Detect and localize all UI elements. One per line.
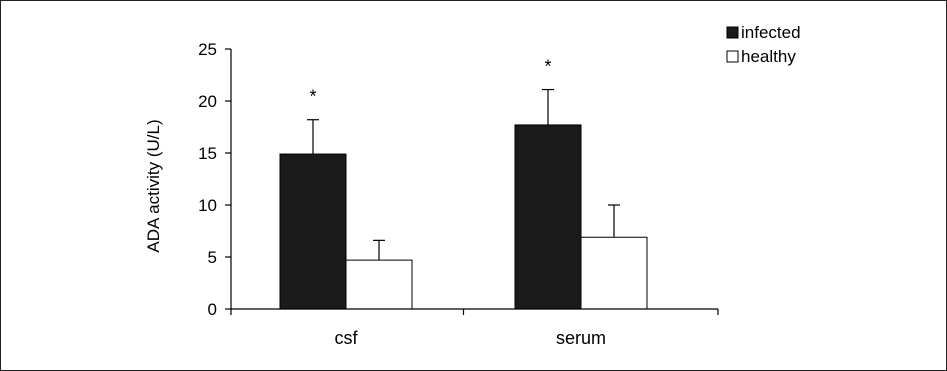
bar-infected-serum	[514, 124, 582, 310]
significance-marker: *	[309, 87, 316, 107]
bar-healthy-serum	[580, 236, 648, 310]
y-tick-label: 25	[198, 40, 217, 59]
bar-infected-csf	[279, 153, 347, 310]
x-category-label: serum	[556, 328, 606, 348]
y-tick-label: 5	[208, 248, 217, 267]
y-tick-label: 0	[208, 300, 217, 319]
x-category-label: csf	[334, 328, 358, 348]
bar-healthy-csf	[345, 259, 413, 310]
significance-marker: *	[544, 57, 551, 77]
y-tick-label: 10	[198, 196, 217, 215]
y-tick-label: 20	[198, 92, 217, 111]
legend-label-infected: infected	[741, 23, 801, 42]
legend-swatch-healthy	[726, 50, 739, 63]
legend-swatch-infected	[726, 26, 739, 39]
y-axis-label: ADA activity (U/L)	[144, 119, 163, 252]
y-tick-label: 15	[198, 144, 217, 163]
legend-label-healthy: healthy	[741, 47, 796, 66]
